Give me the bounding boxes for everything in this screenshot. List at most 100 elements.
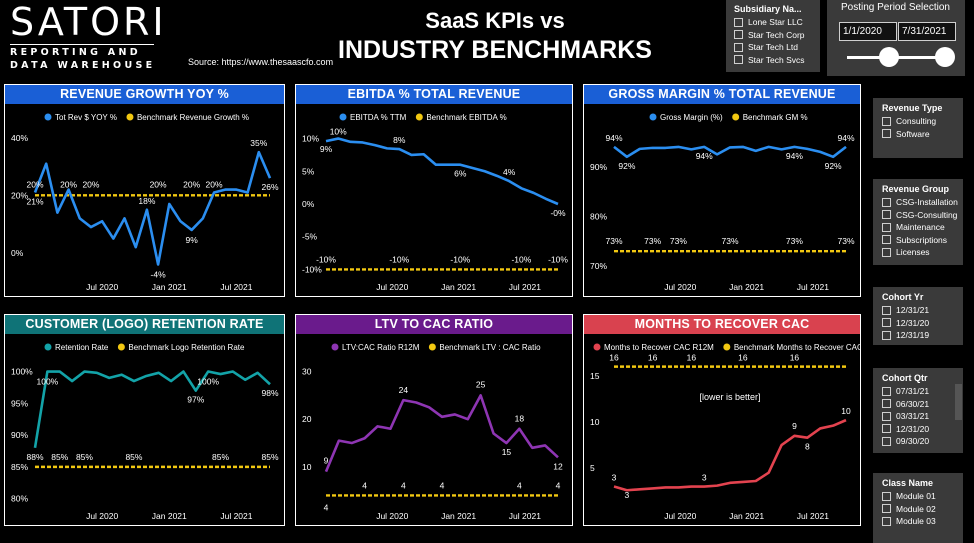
checkbox[interactable] — [882, 318, 891, 328]
date-range-end-handle[interactable] — [935, 47, 955, 67]
class-name-option[interactable]: Module 03 — [882, 515, 954, 528]
subsidiary-option[interactable]: Star Tech Corp — [734, 29, 812, 42]
y-tick-label: 20% — [11, 190, 28, 200]
actual-series-line[interactable] — [324, 394, 559, 473]
revenue-type-option[interactable]: Software — [882, 128, 954, 141]
legend-marker[interactable] — [723, 343, 731, 351]
ltv-cac-title: LTV TO CAC RATIO — [296, 315, 572, 334]
checkbox[interactable] — [882, 386, 891, 396]
cohort-qtr-option[interactable]: 12/31/20 — [882, 423, 954, 436]
checkbox[interactable] — [882, 235, 891, 245]
x-tick-label: Jul 2020 — [376, 511, 408, 521]
legend-marker[interactable] — [649, 113, 657, 121]
x-tick-label: Jul 2020 — [664, 511, 696, 521]
legend-label[interactable]: Benchmark Months to Recover CAC — [734, 343, 860, 352]
ebitda-card[interactable]: EBITDA % TOTAL REVENUE EBITDA % TTM Bench… — [295, 84, 573, 297]
checkbox[interactable] — [882, 516, 891, 526]
checkbox[interactable] — [734, 42, 743, 52]
legend-label[interactable]: Benchmark LTV : CAC Ratio — [439, 343, 541, 352]
cohort-qtr-option[interactable]: 06/30/21 — [882, 398, 954, 411]
revenue-group-option[interactable]: CSG-Installation — [882, 196, 958, 209]
actual-series-line[interactable] — [613, 418, 847, 492]
legend-label[interactable]: Benchmark Revenue Growth % — [137, 113, 249, 122]
legend-label[interactable]: Retention Rate — [55, 343, 109, 352]
checkbox[interactable] — [882, 424, 891, 434]
legend-label[interactable]: LTV:CAC Ratio R12M — [342, 343, 420, 352]
checkbox[interactable] — [882, 411, 891, 421]
actual-series-line[interactable] — [33, 370, 271, 449]
actual-series-line[interactable] — [613, 145, 847, 159]
revenue-group-slicer: Revenue Group CSG-Installation CSG-Consu… — [873, 179, 963, 265]
legend-marker[interactable] — [339, 113, 347, 121]
actual-series-line[interactable] — [325, 137, 559, 206]
cohort-qtr-option[interactable]: 07/31/21 — [882, 385, 954, 398]
legend-marker[interactable] — [44, 343, 52, 351]
checkbox[interactable] — [882, 116, 891, 126]
checkbox[interactable] — [882, 210, 891, 220]
legend-label[interactable]: EBITDA % TTM — [350, 113, 407, 122]
legend-label[interactable]: Benchmark EBITDA % — [426, 113, 506, 122]
checkbox[interactable] — [734, 17, 743, 27]
checkbox[interactable] — [882, 197, 891, 207]
cohort-qtr-scrollbar[interactable] — [955, 384, 962, 420]
y-tick-label: -5% — [302, 232, 318, 242]
x-tick-label: Jan 2021 — [729, 282, 764, 292]
checkbox[interactable] — [882, 491, 891, 501]
class-name-option[interactable]: Module 02 — [882, 503, 954, 516]
actual-series-line[interactable] — [33, 150, 272, 266]
checkbox[interactable] — [882, 222, 891, 232]
cohort-qtr-option[interactable]: 09/30/20 — [882, 435, 954, 448]
checkbox[interactable] — [882, 305, 891, 315]
subsidiary-option[interactable]: Lone Star LLC — [734, 16, 812, 29]
legend-marker[interactable] — [331, 343, 339, 351]
revenue-growth-card[interactable]: REVENUE GROWTH YOY % Tot Rev $ YOY % Benc… — [4, 84, 285, 297]
legend-label[interactable]: Tot Rev $ YOY % — [55, 113, 117, 122]
legend-marker[interactable] — [593, 343, 601, 351]
ltv-cac-card[interactable]: LTV TO CAC RATIO LTV:CAC Ratio R12M Bench… — [295, 314, 573, 526]
revenue-group-option[interactable]: Subscriptions — [882, 234, 954, 247]
cohort-yr-option[interactable]: 12/31/20 — [882, 317, 954, 330]
legend-label[interactable]: Benchmark Logo Retention Rate — [128, 343, 245, 352]
revenue-group-option[interactable]: CSG-Consulting — [882, 209, 957, 222]
y-tick-label: 10 — [590, 417, 600, 427]
checkbox[interactable] — [882, 330, 891, 340]
class-name-option[interactable]: Module 01 — [882, 490, 954, 503]
cac-months-card[interactable]: MONTHS TO RECOVER CAC Months to Recover … — [583, 314, 861, 526]
data-label: 73% — [837, 236, 854, 246]
legend-label[interactable]: Gross Margin (%) — [660, 113, 723, 122]
retention-card[interactable]: CUSTOMER (LOGO) RETENTION RATE Retention… — [4, 314, 285, 526]
end-date-input[interactable]: 7/31/2021 — [898, 22, 956, 41]
source-link[interactable]: Source: https://www.thesaascfo.com — [188, 57, 334, 67]
data-label: 92% — [825, 161, 842, 171]
start-date-input[interactable]: 1/1/2020 — [839, 22, 897, 41]
legend-label[interactable]: Months to Recover CAC R12M — [604, 343, 714, 352]
checkbox[interactable] — [882, 129, 891, 139]
subsidiary-option[interactable]: Star Tech Svcs — [734, 54, 812, 67]
legend-marker[interactable] — [428, 343, 436, 351]
page-title-line2: INDUSTRY BENCHMARKS — [338, 36, 652, 64]
revenue-group-option[interactable]: Licenses — [882, 246, 954, 259]
checkbox[interactable] — [882, 436, 891, 446]
cohort-yr-option[interactable]: 12/31/21 — [882, 304, 954, 317]
checkbox[interactable] — [734, 55, 743, 65]
gross-margin-card[interactable]: GROSS MARGIN % TOTAL REVENUE Gross Margi… — [583, 84, 861, 297]
revenue-group-option[interactable]: Maintenance — [882, 221, 954, 234]
legend-marker[interactable] — [732, 113, 740, 121]
logo-subtitle: REPORTING AND DATA WAREHOUSE — [10, 46, 156, 72]
revenue-type-option[interactable]: Consulting — [882, 115, 954, 128]
checkbox[interactable] — [882, 504, 891, 514]
data-label: 88% — [26, 452, 43, 462]
cohort-yr-option[interactable]: 12/31/19 — [882, 329, 954, 342]
checkbox[interactable] — [734, 30, 743, 40]
legend-marker[interactable] — [44, 113, 52, 121]
legend-label[interactable]: Benchmark GM % — [743, 113, 808, 122]
legend-marker[interactable] — [117, 343, 125, 351]
subsidiary-option[interactable]: Star Tech Ltd — [734, 41, 812, 54]
legend-marker[interactable] — [126, 113, 134, 121]
cohort-qtr-option[interactable]: 03/31/21 — [882, 410, 954, 423]
legend-marker[interactable] — [415, 113, 423, 121]
checkbox[interactable] — [882, 399, 891, 409]
date-range-start-handle[interactable] — [879, 47, 899, 67]
checkbox[interactable] — [882, 247, 891, 257]
revenue-growth-chart: Tot Rev $ YOY % Benchmark Revenue Growth … — [11, 113, 279, 292]
